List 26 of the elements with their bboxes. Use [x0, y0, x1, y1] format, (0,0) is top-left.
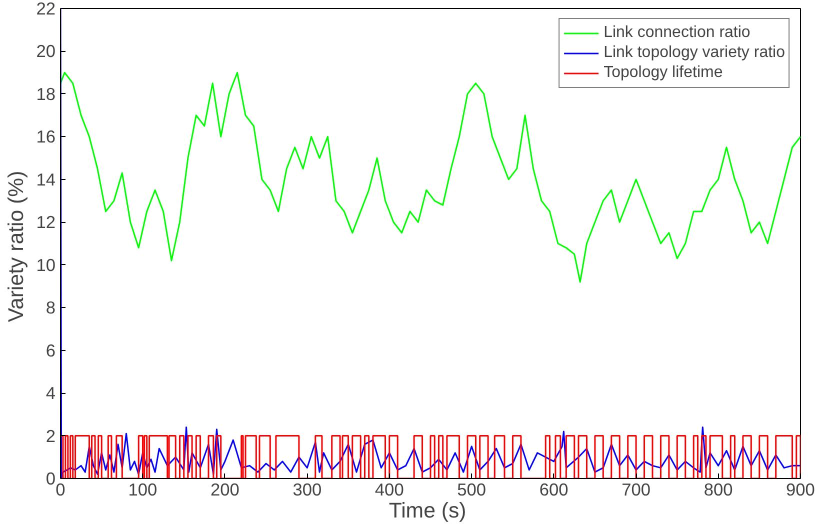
y-tick-label: 22 — [36, 0, 56, 18]
x-tick-label: 200 — [210, 480, 240, 500]
x-tick-label: 900 — [786, 480, 815, 500]
x-tick-label: 100 — [128, 480, 158, 500]
y-tick-label: 8 — [46, 298, 56, 318]
y-tick-label: 10 — [36, 254, 56, 275]
legend-label: Link connection ratio — [604, 24, 750, 42]
x-tick-label: 700 — [622, 480, 651, 500]
legend-label: Topology lifetime — [604, 64, 723, 82]
y-tick-label: 14 — [36, 169, 56, 190]
line-series — [60, 8, 800, 478]
y-tick-label: 20 — [36, 41, 56, 62]
x-tick-label: 500 — [457, 480, 486, 500]
x-axis-title: Time (s) — [388, 498, 466, 522]
y-tick-label: 6 — [46, 340, 56, 360]
y-tick-label: 18 — [36, 84, 56, 104]
x-tick-label: 400 — [374, 480, 404, 500]
x-tick-label: 600 — [539, 480, 568, 500]
legend-label: Link topology variety ratio — [604, 44, 785, 62]
y-tick-label: 2 — [46, 426, 56, 446]
x-tick-label: 300 — [292, 480, 322, 500]
y-tick-label: 4 — [46, 383, 56, 404]
y-tick-label: 12 — [36, 212, 56, 232]
y-tick-label: 16 — [36, 126, 56, 147]
x-tick-label: 800 — [704, 480, 733, 500]
y-axis-title: Variety ratio (%) — [4, 170, 28, 322]
